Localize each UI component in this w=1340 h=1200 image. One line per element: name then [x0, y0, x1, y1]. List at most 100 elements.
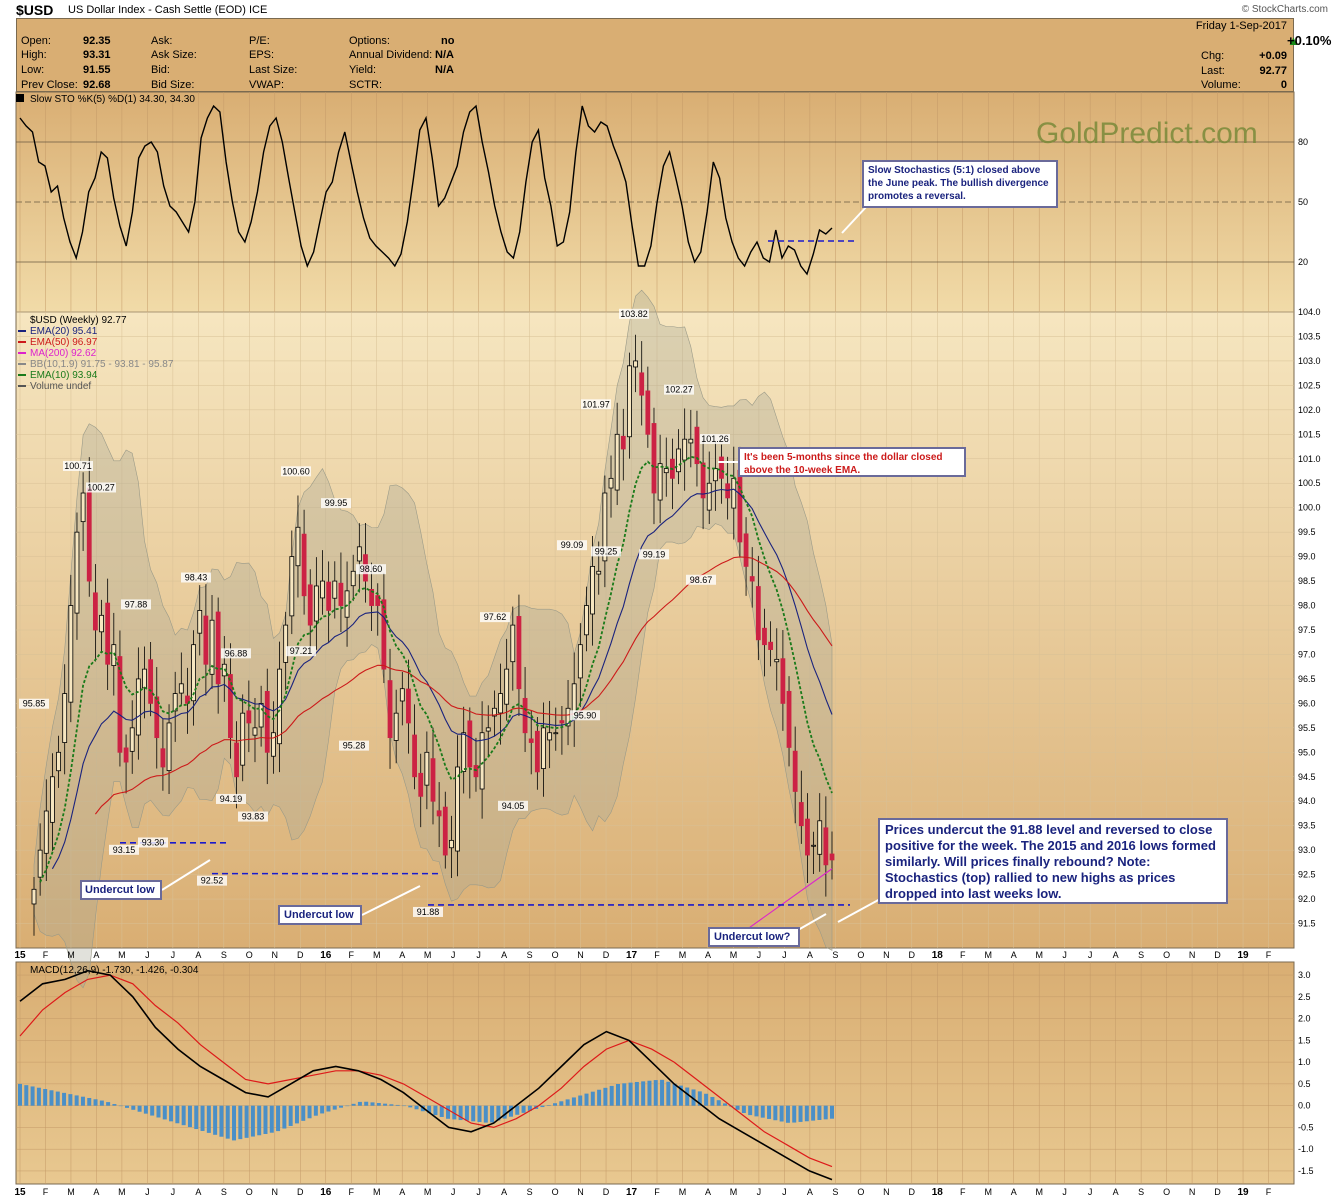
macd-histogram-bar	[282, 1105, 287, 1129]
candle-body	[798, 802, 804, 827]
macd-histogram-bar	[704, 1093, 709, 1106]
annual-dividend-value: N/A	[435, 49, 454, 61]
macd-histogram-bar	[760, 1105, 765, 1118]
x-tick-label-bottom: O	[246, 1187, 253, 1197]
x-tick-label: 15	[14, 950, 26, 961]
candle-body	[614, 433, 620, 491]
macd-y-label: 0.0	[1298, 1101, 1311, 1111]
candle-body	[332, 580, 338, 599]
macd-y-label: 2.5	[1298, 992, 1311, 1002]
macd-histogram-bar	[55, 1091, 60, 1106]
price-y-label: 98.5	[1298, 576, 1316, 586]
candle-body	[154, 696, 160, 739]
price-level-label: 93.30	[142, 837, 165, 847]
macd-histogram-bar	[87, 1097, 92, 1106]
x-tick-label-bottom: J	[757, 1187, 762, 1197]
candle-body	[577, 644, 583, 679]
annual-dividend-label: Annual Dividend:	[349, 49, 433, 61]
x-tick-label: J	[476, 950, 481, 960]
macd-histogram-bar	[540, 1105, 545, 1108]
price-y-label: 92.5	[1298, 870, 1316, 880]
candle-body	[252, 727, 258, 736]
price-y-label: 102.5	[1298, 380, 1321, 390]
candle-body	[547, 732, 553, 741]
macd-histogram-bar	[194, 1105, 199, 1130]
vwap-label: VWAP:	[249, 79, 285, 91]
price-label-bg	[591, 546, 621, 557]
macd-histogram-bar	[722, 1103, 727, 1106]
x-tick-label: J	[145, 950, 150, 960]
x-tick-label: O	[552, 950, 559, 960]
x-tick-label: M	[1035, 950, 1043, 960]
candle-body	[455, 766, 460, 852]
macd-histogram-bar	[634, 1081, 639, 1106]
price-y-label: 104.0	[1298, 307, 1321, 317]
price-label-bg	[339, 740, 369, 751]
macd-histogram-bar	[118, 1105, 123, 1107]
candle-body	[178, 683, 184, 694]
candle-body	[166, 722, 172, 771]
price-level-label: 91.88	[417, 907, 440, 917]
x-tick-label-bottom: M	[424, 1187, 432, 1197]
candle-body	[541, 727, 546, 769]
candle-body	[559, 720, 565, 724]
chg-value: +0.09	[1259, 50, 1287, 62]
price-level-label: 102.27	[665, 385, 693, 395]
open-label: Open:	[21, 35, 51, 47]
price-level-label: 97.62	[484, 612, 507, 622]
macd-histogram-bar	[458, 1105, 463, 1121]
price-label-bg	[700, 434, 730, 445]
x-tick-label: D	[603, 950, 610, 960]
x-tick-label-bottom: D	[1214, 1187, 1221, 1197]
price-y-label: 96.5	[1298, 674, 1316, 684]
x-tick-label: J	[757, 950, 762, 960]
symbol-title: $USD	[16, 2, 54, 18]
candle-body	[442, 806, 448, 856]
macd-histogram-bar	[527, 1105, 532, 1111]
ema-note: It's been 5-months since the dollar clos…	[738, 447, 966, 477]
macd-histogram-bar	[150, 1105, 155, 1116]
x-tick-label-bottom: S	[221, 1187, 227, 1197]
x-tick-label-bottom: N	[577, 1187, 584, 1197]
x-tick-label: F	[960, 950, 966, 960]
x-tick-label-bottom: F	[1266, 1187, 1272, 1197]
macd-histogram-bar	[156, 1105, 161, 1118]
macd-histogram-bar	[754, 1105, 759, 1117]
candle-body	[584, 605, 589, 636]
macd-histogram-bar	[779, 1105, 784, 1122]
macd-histogram-bar	[225, 1105, 230, 1139]
macd-histogram-bar	[200, 1105, 205, 1131]
candle-body	[805, 818, 810, 856]
candle-body	[234, 742, 239, 778]
candle-body	[706, 482, 712, 511]
yield-label: Yield:	[349, 64, 377, 76]
macd-histogram-bar	[792, 1105, 797, 1123]
x-tick-label-bottom: A	[195, 1187, 201, 1197]
macd-histogram-bar	[767, 1105, 772, 1119]
candle-body	[209, 619, 215, 675]
candle-body	[780, 658, 786, 704]
price-y-label: 94.0	[1298, 796, 1316, 806]
candle-body	[534, 730, 540, 773]
macd-histogram-bar	[609, 1085, 614, 1106]
candle-body	[264, 690, 270, 753]
macd-histogram-bar	[244, 1105, 249, 1138]
x-tick-label: N	[577, 950, 584, 960]
macd-histogram-bar	[175, 1105, 180, 1124]
x-tick-label-bottom: J	[782, 1187, 787, 1197]
candle-body	[350, 570, 356, 587]
candle-body	[725, 483, 731, 499]
macd-histogram-bar	[301, 1105, 306, 1121]
x-tick-label: O	[857, 950, 864, 960]
macd-histogram-bar	[389, 1104, 394, 1106]
candle-body	[645, 390, 651, 435]
price-level-label: 94.05	[502, 801, 525, 811]
candle-body	[295, 526, 301, 567]
macd-histogram-bar	[125, 1105, 130, 1108]
x-tick-label: D	[909, 950, 916, 960]
x-tick-label-bottom: D	[909, 1187, 916, 1197]
price-y-label: 91.5	[1298, 919, 1316, 929]
candle-body	[105, 602, 111, 665]
candle-body	[313, 585, 319, 622]
candle-body	[694, 426, 700, 465]
